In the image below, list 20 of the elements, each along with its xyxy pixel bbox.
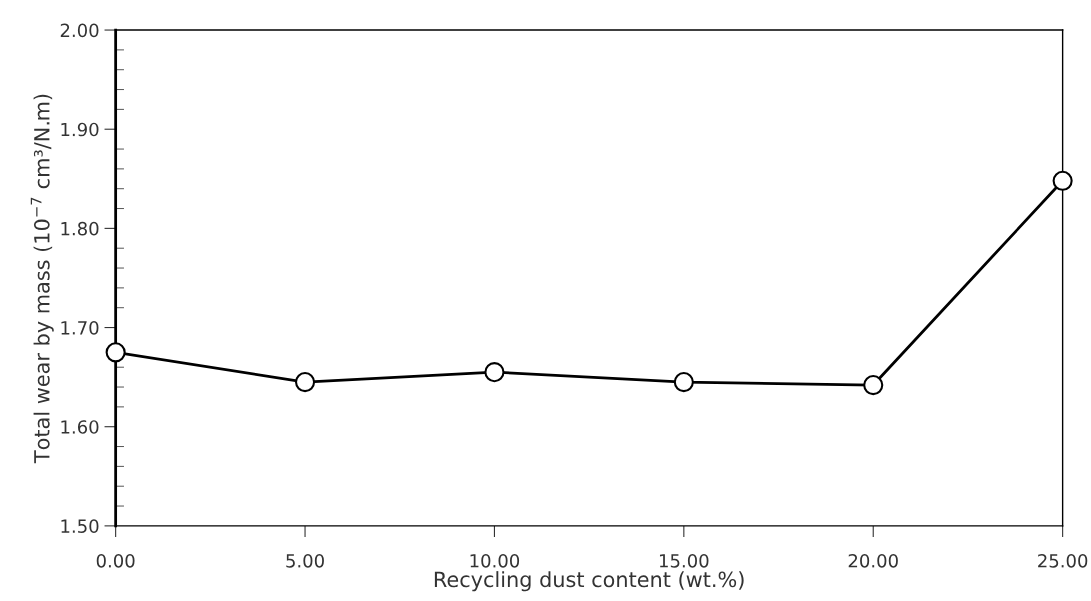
point	[105, 342, 126, 363]
x-tick-label: 0.00	[96, 553, 135, 568]
y-tick-label: 1.60	[61, 420, 99, 434]
y-tick-label: 2.00	[60, 23, 99, 38]
point	[484, 362, 505, 383]
point	[673, 372, 694, 393]
point	[294, 372, 316, 393]
y-tick-label: 1.50	[61, 519, 99, 533]
y-tick-label: 1.70	[61, 321, 99, 335]
x-axis-title: Recycling dust content (wt.%)	[434, 571, 744, 592]
x-tick-label: 25.00	[1038, 553, 1088, 568]
y-tick-label: 1.80	[61, 221, 99, 236]
x-tick-label: 20.00	[848, 553, 898, 568]
x-tick-label: 10.00	[470, 553, 520, 568]
point	[863, 374, 884, 396]
y-axis-title: Total wear by mass (10$^{−7}$ cm³/N.m)	[30, 94, 54, 464]
x-tick-label: 5.00	[286, 553, 324, 568]
point	[1052, 170, 1073, 191]
y-tick-label: 1.90	[61, 122, 99, 137]
x-tick-label: 15.00	[659, 553, 709, 568]
